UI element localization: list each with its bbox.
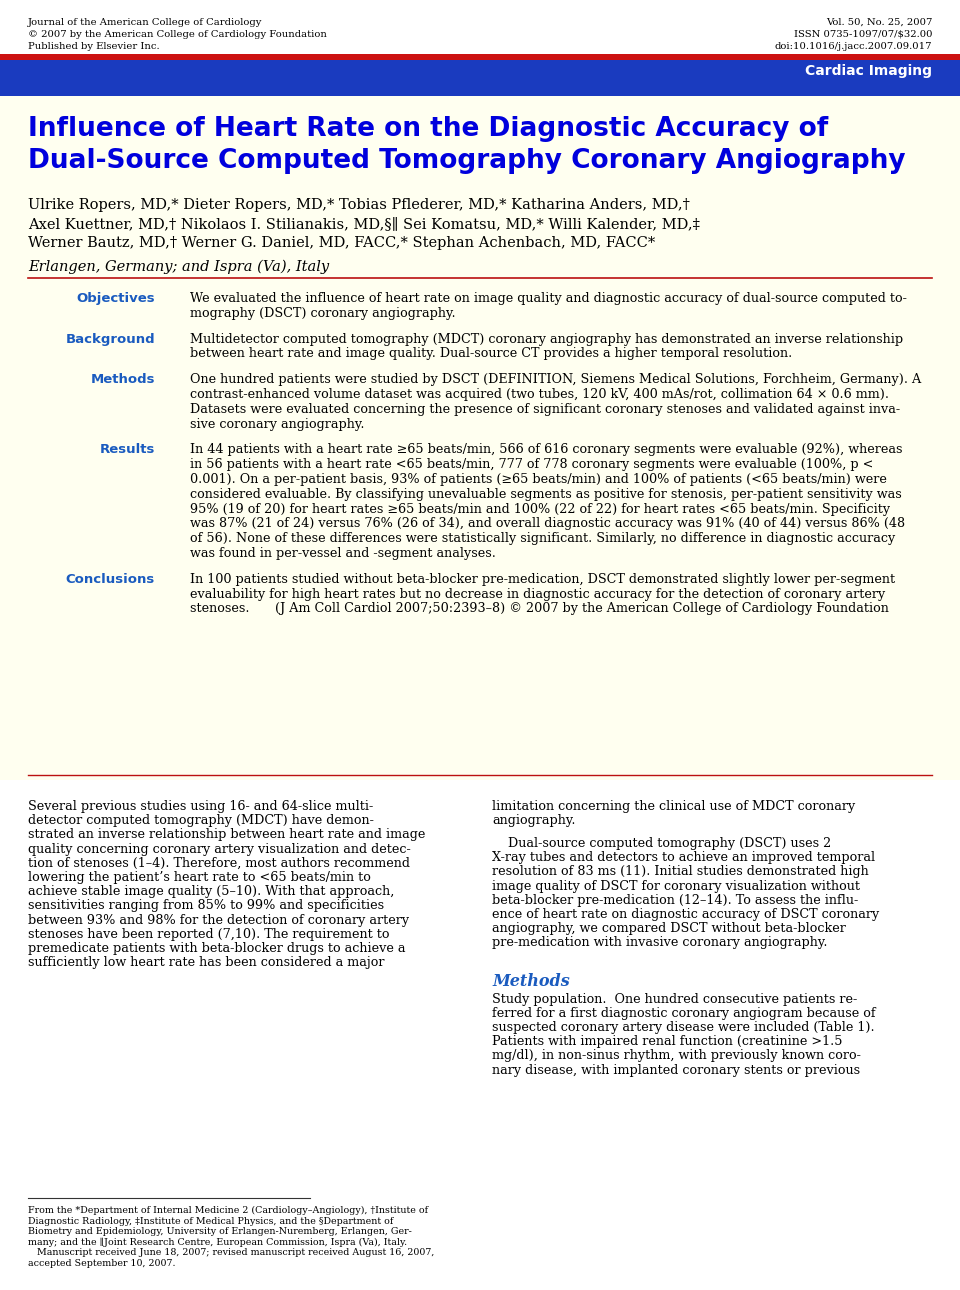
Text: ferred for a first diagnostic coronary angiogram because of: ferred for a first diagnostic coronary a… bbox=[492, 1006, 876, 1019]
Text: 0.001). On a per-patient basis, 93% of patients (≥65 beats/min) and 100% of pati: 0.001). On a per-patient basis, 93% of p… bbox=[190, 473, 887, 486]
Text: Werner Bautz, MD,† Werner G. Daniel, MD, FACC,* Stephan Achenbach, MD, FACC*: Werner Bautz, MD,† Werner G. Daniel, MD,… bbox=[28, 236, 656, 250]
Text: many; and the ∥Joint Research Centre, European Commission, Ispra (Va), Italy.: many; and the ∥Joint Research Centre, Eu… bbox=[28, 1237, 407, 1247]
Text: sensitivities ranging from 85% to 99% and specificities: sensitivities ranging from 85% to 99% an… bbox=[28, 899, 384, 912]
Text: ence of heart rate on diagnostic accuracy of DSCT coronary: ence of heart rate on diagnostic accurac… bbox=[492, 908, 879, 921]
Text: resolution of 83 ms (11). Initial studies demonstrated high: resolution of 83 ms (11). Initial studie… bbox=[492, 866, 869, 878]
Text: Conclusions: Conclusions bbox=[65, 573, 155, 586]
Text: Patients with impaired renal function (creatinine >1.5: Patients with impaired renal function (c… bbox=[492, 1035, 843, 1047]
Text: angiography.: angiography. bbox=[492, 814, 575, 827]
Text: detector computed tomography (MDCT) have demon-: detector computed tomography (MDCT) have… bbox=[28, 814, 373, 827]
Text: of 56). None of these differences were statistically significant. Similarly, no : of 56). None of these differences were s… bbox=[190, 533, 896, 546]
Text: Several previous studies using 16- and 64-slice multi-: Several previous studies using 16- and 6… bbox=[28, 800, 373, 813]
Text: Dual-source computed tomography (DSCT) uses 2: Dual-source computed tomography (DSCT) u… bbox=[492, 837, 831, 850]
Text: Axel Kuettner, MD,† Nikolaos I. Stilianakis, MD,§∥ Sei Komatsu, MD,* Willi Kalen: Axel Kuettner, MD,† Nikolaos I. Stiliana… bbox=[28, 217, 700, 231]
Text: X-ray tubes and detectors to achieve an improved temporal: X-ray tubes and detectors to achieve an … bbox=[492, 851, 876, 864]
Text: We evaluated the influence of heart rate on image quality and diagnostic accurac: We evaluated the influence of heart rate… bbox=[190, 292, 907, 304]
Text: lowering the patient’s heart rate to <65 beats/min to: lowering the patient’s heart rate to <65… bbox=[28, 871, 371, 884]
Text: Methods: Methods bbox=[90, 373, 155, 386]
Text: quality concerning coronary artery visualization and detec-: quality concerning coronary artery visua… bbox=[28, 842, 411, 855]
Text: One hundred patients were studied by DSCT (DEFINITION, Siemens Medical Solutions: One hundred patients were studied by DSC… bbox=[190, 373, 922, 386]
Text: Background: Background bbox=[65, 333, 155, 346]
Text: Multidetector computed tomography (MDCT) coronary angiography has demonstrated a: Multidetector computed tomography (MDCT)… bbox=[190, 333, 903, 346]
Text: Journal of the American College of Cardiology: Journal of the American College of Cardi… bbox=[28, 18, 262, 27]
Text: tion of stenoses (1–4). Therefore, most authors recommend: tion of stenoses (1–4). Therefore, most … bbox=[28, 857, 410, 869]
Text: limitation concerning the clinical use of MDCT coronary: limitation concerning the clinical use o… bbox=[492, 800, 855, 813]
Text: premedicate patients with beta-blocker drugs to achieve a: premedicate patients with beta-blocker d… bbox=[28, 942, 405, 955]
Text: Results: Results bbox=[100, 444, 155, 457]
Text: Cardiac Imaging: Cardiac Imaging bbox=[805, 64, 932, 77]
Text: Dual-Source Computed Tomography Coronary Angiography: Dual-Source Computed Tomography Coronary… bbox=[28, 148, 905, 174]
Text: Study population.  One hundred consecutive patients re-: Study population. One hundred consecutiv… bbox=[492, 992, 857, 1005]
Text: Ulrike Ropers, MD,* Dieter Ropers, MD,* Tobias Pflederer, MD,* Katharina Anders,: Ulrike Ropers, MD,* Dieter Ropers, MD,* … bbox=[28, 197, 690, 212]
Text: From the *Department of Internal Medicine 2 (Cardiology–Angiology), †Institute o: From the *Department of Internal Medicin… bbox=[28, 1206, 428, 1215]
Text: Objectives: Objectives bbox=[77, 292, 155, 304]
Text: 95% (19 of 20) for heart rates ≥65 beats/min and 100% (22 of 22) for heart rates: 95% (19 of 20) for heart rates ≥65 beats… bbox=[190, 503, 890, 516]
Text: in 56 patients with a heart rate <65 beats/min, 777 of 778 coronary segments wer: in 56 patients with a heart rate <65 bea… bbox=[190, 458, 874, 471]
Text: between 93% and 98% for the detection of coronary artery: between 93% and 98% for the detection of… bbox=[28, 913, 409, 926]
Text: Biometry and Epidemiology, University of Erlangen-Nuremberg, Erlangen, Ger-: Biometry and Epidemiology, University of… bbox=[28, 1227, 412, 1236]
Text: contrast-enhanced volume dataset was acquired (two tubes, 120 kV, 400 mAs/rot, c: contrast-enhanced volume dataset was acq… bbox=[190, 388, 889, 401]
Text: Vol. 50, No. 25, 2007: Vol. 50, No. 25, 2007 bbox=[826, 18, 932, 27]
Bar bbox=[0, 95, 960, 780]
Bar bbox=[0, 54, 960, 61]
Text: was 87% (21 of 24) versus 76% (26 of 34), and overall diagnostic accuracy was 91: was 87% (21 of 24) versus 76% (26 of 34)… bbox=[190, 517, 905, 530]
Text: ISSN 0735-1097/07/$32.00: ISSN 0735-1097/07/$32.00 bbox=[794, 30, 932, 39]
Text: mg/dl), in non-sinus rhythm, with previously known coro-: mg/dl), in non-sinus rhythm, with previo… bbox=[492, 1049, 861, 1063]
Text: pre-medication with invasive coronary angiography.: pre-medication with invasive coronary an… bbox=[492, 937, 828, 949]
Text: stenoses.  (J Am Coll Cardiol 2007;50:2393–8) © 2007 by the American College of : stenoses. (J Am Coll Cardiol 2007;50:239… bbox=[190, 602, 889, 615]
Text: mography (DSCT) coronary angiography.: mography (DSCT) coronary angiography. bbox=[190, 307, 456, 320]
Text: Datasets were evaluated concerning the presence of significant coronary stenoses: Datasets were evaluated concerning the p… bbox=[190, 402, 900, 415]
Text: doi:10.1016/j.jacc.2007.09.017: doi:10.1016/j.jacc.2007.09.017 bbox=[775, 43, 932, 52]
Text: stenoses have been reported (7,10). The requirement to: stenoses have been reported (7,10). The … bbox=[28, 928, 390, 940]
Text: In 100 patients studied without beta-blocker pre-medication, DSCT demonstrated s: In 100 patients studied without beta-blo… bbox=[190, 573, 895, 586]
Text: between heart rate and image quality. Dual-source CT provides a higher temporal : between heart rate and image quality. Du… bbox=[190, 347, 792, 360]
Text: Methods: Methods bbox=[492, 973, 569, 989]
Text: sive coronary angiography.: sive coronary angiography. bbox=[190, 418, 365, 431]
Text: © 2007 by the American College of Cardiology Foundation: © 2007 by the American College of Cardio… bbox=[28, 30, 326, 39]
Text: nary disease, with implanted coronary stents or previous: nary disease, with implanted coronary st… bbox=[492, 1063, 860, 1077]
Text: beta-blocker pre-medication (12–14). To assess the influ-: beta-blocker pre-medication (12–14). To … bbox=[492, 894, 858, 907]
Text: achieve stable image quality (5–10). With that approach,: achieve stable image quality (5–10). Wit… bbox=[28, 885, 395, 898]
Text: In 44 patients with a heart rate ≥65 beats/min, 566 of 616 coronary segments wer: In 44 patients with a heart rate ≥65 bea… bbox=[190, 444, 902, 457]
Text: Erlangen, Germany; and Ispra (Va), Italy: Erlangen, Germany; and Ispra (Va), Italy bbox=[28, 261, 329, 275]
Text: was found in per-vessel and -segment analyses.: was found in per-vessel and -segment ana… bbox=[190, 547, 496, 560]
Text: Influence of Heart Rate on the Diagnostic Accuracy of: Influence of Heart Rate on the Diagnosti… bbox=[28, 116, 828, 142]
Text: Manuscript received June 18, 2007; revised manuscript received August 16, 2007,: Manuscript received June 18, 2007; revis… bbox=[28, 1247, 434, 1256]
Text: accepted September 10, 2007.: accepted September 10, 2007. bbox=[28, 1259, 176, 1268]
Text: evaluability for high heart rates but no decrease in diagnostic accuracy for the: evaluability for high heart rates but no… bbox=[190, 588, 885, 601]
Text: sufficiently low heart rate has been considered a major: sufficiently low heart rate has been con… bbox=[28, 956, 385, 969]
Bar bbox=[0, 61, 960, 95]
Text: suspected coronary artery disease were included (Table 1).: suspected coronary artery disease were i… bbox=[492, 1020, 875, 1033]
Text: angiography, we compared DSCT without beta-blocker: angiography, we compared DSCT without be… bbox=[492, 922, 846, 935]
Text: Published by Elsevier Inc.: Published by Elsevier Inc. bbox=[28, 43, 159, 52]
Text: considered evaluable. By classifying unevaluable segments as positive for stenos: considered evaluable. By classifying une… bbox=[190, 488, 901, 501]
Text: strated an inverse relationship between heart rate and image: strated an inverse relationship between … bbox=[28, 828, 425, 841]
Text: Diagnostic Radiology, ‡Institute of Medical Physics, and the §Department of: Diagnostic Radiology, ‡Institute of Medi… bbox=[28, 1216, 394, 1226]
Text: image quality of DSCT for coronary visualization without: image quality of DSCT for coronary visua… bbox=[492, 880, 860, 893]
